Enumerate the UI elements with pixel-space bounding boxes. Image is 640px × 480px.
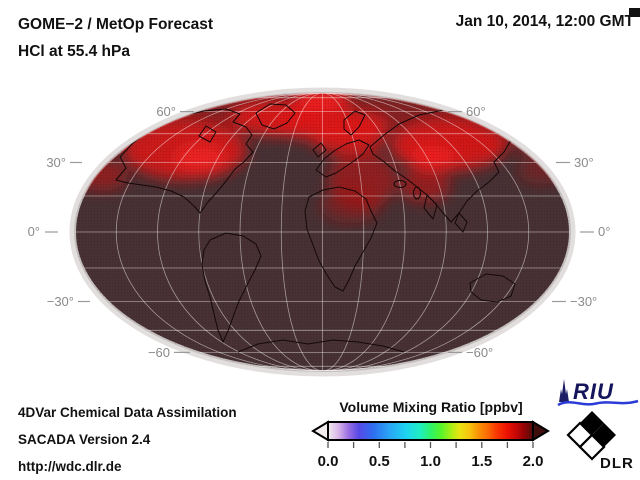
colorbar-tick-label-2: 2.0 — [523, 453, 544, 470]
page-subtitle: HCl at 55.4 hPa — [18, 43, 130, 60]
latitude-labels: 60° 30° 0° −30° −60 60° 30° 0° −30° −60° — [28, 104, 611, 360]
colorbar-tick-label-15: 1.5 — [471, 453, 492, 470]
riu-logo: RIU — [557, 379, 639, 407]
lat-label-right-0: 0° — [598, 224, 610, 239]
colorbar-title: Volume Mixing Ratio [ppbv] — [339, 399, 522, 415]
lat-label-left-m30: −30° — [47, 294, 74, 309]
footer-line-3: http://wdc.dlr.de — [18, 459, 122, 474]
lat-label-left-m60: −60 — [148, 345, 170, 360]
lat-label-left-0: 0° — [28, 224, 40, 239]
lat-tick-dashes — [45, 110, 594, 353]
dlr-logo: DLR — [566, 411, 634, 472]
riu-wave-icon — [557, 399, 639, 407]
lat-label-right-30: 30° — [574, 155, 594, 170]
lat-label-left-30: 30° — [46, 155, 66, 170]
colorbar-tick-label-1: 1.0 — [420, 453, 441, 470]
lat-label-right-60: 60° — [466, 104, 486, 119]
riu-cathedral-icon — [559, 379, 569, 402]
riu-label: RIU — [573, 379, 614, 404]
colorbar-tick-label-0: 0.0 — [318, 453, 339, 470]
colorbar-left-arrow-icon — [311, 420, 329, 442]
colorbar: Volume Mixing Ratio [ppbv] 0.0 0.5 1.0 1… — [311, 399, 550, 470]
footer-block: 4DVar Chemical Data Assimilation SACADA … — [18, 399, 237, 480]
colorbar-tick-label-05: 0.5 — [369, 453, 390, 470]
map-graticule — [75, 93, 570, 371]
lat-label-right-m30: −30° — [570, 294, 597, 309]
colorbar-gradient-bar — [327, 421, 534, 441]
page-title: GOME−2 / MetOp Forecast — [18, 16, 214, 33]
footer-line-1: 4DVar Chemical Data Assimilation — [18, 405, 237, 420]
datetime-label: Jan 10, 2014, 12:00 GMT — [455, 13, 634, 30]
colorbar-ticks — [327, 442, 534, 448]
title-block: GOME−2 / MetOp Forecast HCl at 55.4 hPa — [18, 11, 213, 65]
footer-line-2: SACADA Version 2.4 — [18, 432, 151, 447]
corner-mark — [629, 8, 640, 17]
dlr-label: DLR — [600, 455, 634, 472]
lat-label-left-60: 60° — [156, 104, 176, 119]
colorbar-right-arrow-icon — [532, 420, 550, 442]
map-halo — [69, 87, 576, 377]
dlr-emblem-icon — [566, 411, 616, 461]
lat-label-right-m60: −60° — [466, 345, 493, 360]
